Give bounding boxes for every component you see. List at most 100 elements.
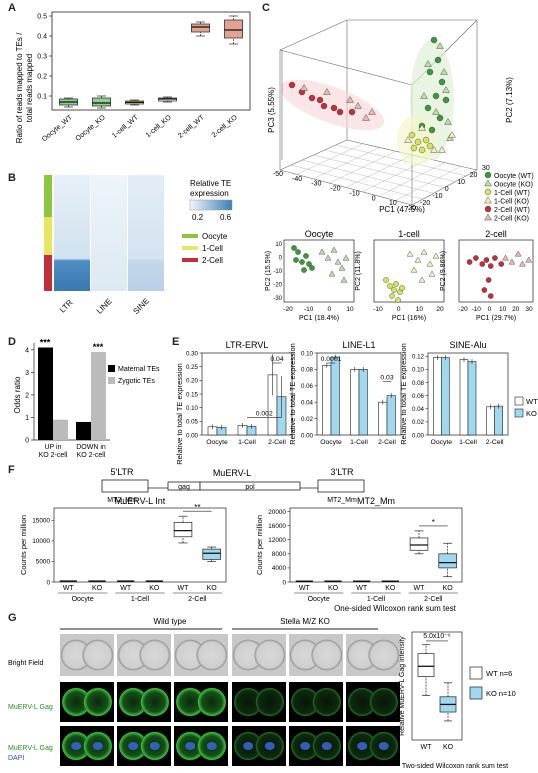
c-subplot-point-wt <box>391 287 397 293</box>
c-subplot-ytick: -10 <box>273 269 282 275</box>
g-xcat: WT <box>421 744 433 751</box>
f-stage-label: Oocyte <box>308 596 330 603</box>
c-xtick: 20 <box>408 205 416 212</box>
f-xcat: WT <box>299 585 311 592</box>
c-subplot-point-ko <box>525 256 533 263</box>
c-subplot-xtick: 20 <box>436 306 444 313</box>
e-bar-wt <box>322 364 332 436</box>
c-subplot-xtick: 30 <box>525 306 533 313</box>
c-subplot-point-wt <box>487 293 494 299</box>
f-title: MT2_Mm <box>357 496 395 506</box>
e-ytick-label: 0.15 <box>186 391 199 398</box>
c-ztick: 30 <box>482 165 490 172</box>
e-ytick-label: 0.00 <box>301 432 314 439</box>
g-nucleus <box>92 742 103 750</box>
g-nucleus <box>71 742 82 750</box>
g-cell <box>197 687 227 717</box>
panel-b-heatmap: LTR LINE SINE Relative TE expression 0.2… <box>44 175 233 316</box>
c-subplot-xtick: 0 <box>397 306 401 313</box>
c-subplot-point-ko <box>338 264 346 271</box>
c-point-oocyte-ko <box>436 42 444 49</box>
panel-a-frame <box>51 11 251 111</box>
c-subplot-point-ko <box>519 260 526 267</box>
f-ytick-label: 4000 <box>272 565 287 572</box>
c-point-2cell-wt <box>320 102 328 110</box>
c-subplot-xlabel: PC1 (18.4%) <box>299 315 339 322</box>
c-point-2cell-wt <box>316 96 324 104</box>
c-point-1cell-ko <box>418 124 426 131</box>
c-subplot-point-ko <box>330 246 338 253</box>
e-ytick-label: 0.08 <box>301 367 314 374</box>
g-cell <box>369 687 399 717</box>
c-subplot-point-ko <box>508 258 516 265</box>
f-xcat: KO <box>385 585 396 592</box>
f-xcat: KO <box>443 585 454 592</box>
c-subplot-ytick: 0 <box>279 256 283 262</box>
c-box-edge <box>279 49 413 86</box>
c-subplot-ytick: -20 <box>273 283 282 289</box>
c-subplot-xtick: -20 <box>458 306 468 313</box>
mt2-right: MT2_Mm <box>327 497 357 504</box>
c-point-2cell-wt <box>330 104 338 112</box>
c-legend-marker <box>484 213 492 221</box>
g-row-brightfield: Bright Field <box>8 660 44 667</box>
pol-label: pol <box>245 484 255 491</box>
c-point-oocyte-ko <box>420 92 428 99</box>
g-box-ylabel: Relative MuERV-L Gag intensity <box>399 636 406 736</box>
f-title: MuERV-L Int <box>115 496 166 506</box>
g-cell <box>233 687 263 717</box>
e-pval: 0.04 <box>270 356 283 363</box>
c-subplot-point-wt <box>498 261 505 267</box>
label-d: D <box>8 336 16 348</box>
c-point-1cell-ko <box>404 136 412 143</box>
a-category-label: 1-cell_WT <box>111 114 140 140</box>
g-header-ko: Stella M/Z KO <box>280 617 330 626</box>
e-bar-ko <box>467 361 477 436</box>
c-subplot-point-wt <box>473 255 479 261</box>
c-subplot-point-ko <box>418 276 426 283</box>
panel-a-ylabel-line1: Ratio of reads mapped to TEs / <box>15 32 24 143</box>
c-grid <box>324 149 456 182</box>
c-subplot-title: Oocyte <box>305 229 334 239</box>
c-subplot-point-ko <box>324 254 332 261</box>
col-label-line: LINE <box>95 297 114 316</box>
a-category-label: 2-cell_KO <box>211 114 239 139</box>
e-bar-wt <box>378 401 388 436</box>
f-ytick-label: 12000 <box>268 537 286 544</box>
e-title: LTR-ERVL <box>226 340 269 350</box>
c-point-2cell-ko <box>323 88 331 95</box>
g-cell <box>83 687 113 717</box>
c-subplot-xtick: 0 <box>488 306 492 313</box>
g-cell <box>290 687 320 717</box>
c-grid <box>335 144 467 177</box>
c-legend-marker <box>484 188 492 196</box>
e-ylabel: Relative to total TE expression <box>399 343 408 445</box>
f-ytick-label: 0 <box>282 579 286 586</box>
g-nucleus <box>149 742 160 750</box>
e-stage-label: Oocyte <box>320 439 342 446</box>
e-ytick-label: 0.20 <box>186 378 199 385</box>
e-ytick-label: 0.06 <box>412 393 425 400</box>
c-subplot-xtick: -20 <box>283 306 293 313</box>
a-ytick-label: 0.5 <box>37 14 47 21</box>
c-point-1cell-wt <box>418 146 426 154</box>
e-ytick-label: 0.02 <box>412 419 425 426</box>
c-grid <box>302 159 434 194</box>
d-bar <box>38 347 53 440</box>
c-subplot-xtick: -10 <box>304 306 314 313</box>
f-sig: * <box>432 518 435 527</box>
c-point-oocyte-wt <box>432 92 440 100</box>
a-category-label: 1-cell_KO <box>145 114 173 139</box>
e-stage-label: 1-Cell <box>459 439 477 446</box>
g-nucleus <box>243 742 254 750</box>
g-row-gag: MuERV-L Gag <box>8 704 53 711</box>
c-point-2cell-wt <box>308 94 316 102</box>
c-xtick: -40 <box>292 176 302 183</box>
e-stage-label: 1-Cell <box>238 439 256 446</box>
e-ytick-label: 0.00 <box>186 432 199 439</box>
c-point-2cell-ko <box>354 102 362 109</box>
stage-legend-oocyte: Oocyte <box>202 232 228 241</box>
c-point-1cell-ko <box>430 146 438 153</box>
f-sig: ** <box>194 503 200 512</box>
